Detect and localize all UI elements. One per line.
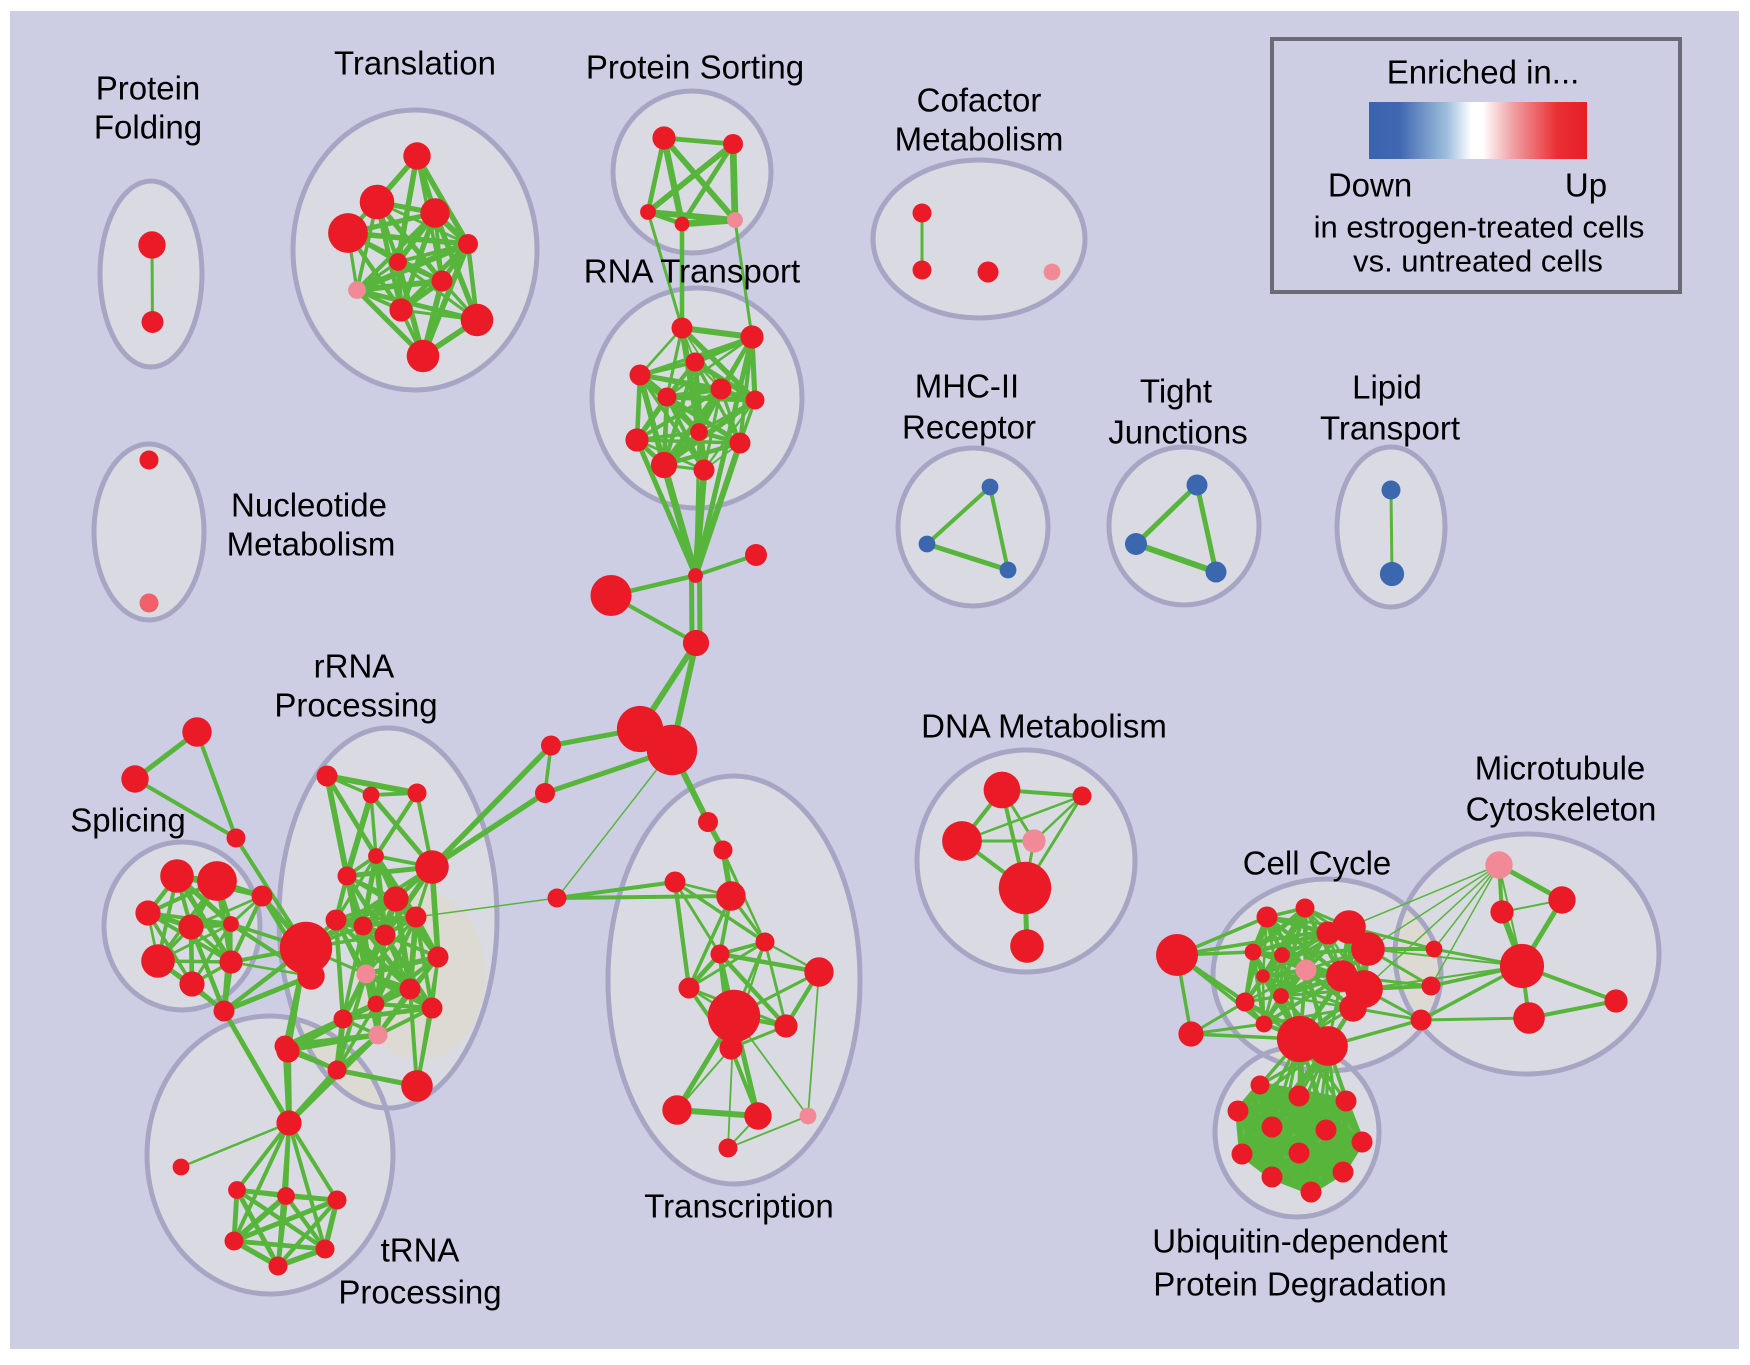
svg-text:Tight: Tight: [1140, 373, 1212, 410]
svg-text:Receptor: Receptor: [902, 409, 1036, 446]
svg-text:Junctions: Junctions: [1108, 414, 1247, 451]
svg-text:Splicing: Splicing: [70, 802, 186, 839]
svg-text:Processing: Processing: [338, 1274, 501, 1311]
svg-text:Processing: Processing: [274, 687, 437, 724]
svg-text:Metabolism: Metabolism: [895, 121, 1064, 158]
svg-text:Metabolism: Metabolism: [227, 526, 396, 563]
svg-text:Translation: Translation: [334, 45, 496, 82]
svg-text:in estrogen-treated cells: in estrogen-treated cells: [1314, 210, 1645, 245]
svg-text:tRNA: tRNA: [381, 1232, 460, 1269]
svg-text:DNA Metabolism: DNA Metabolism: [921, 708, 1167, 745]
svg-text:vs. untreated cells: vs. untreated cells: [1353, 244, 1603, 279]
svg-text:MHC-II: MHC-II: [915, 368, 1019, 405]
svg-text:Cell Cycle: Cell Cycle: [1243, 845, 1392, 882]
svg-text:Cytoskeleton: Cytoskeleton: [1466, 791, 1657, 828]
svg-text:Enriched in...: Enriched in...: [1387, 54, 1580, 91]
svg-text:Down: Down: [1328, 167, 1412, 204]
svg-text:RNA Transport: RNA Transport: [584, 253, 800, 290]
svg-text:Up: Up: [1565, 167, 1607, 204]
svg-text:Ubiquitin-dependent: Ubiquitin-dependent: [1152, 1223, 1447, 1260]
svg-text:Protein: Protein: [96, 70, 201, 107]
svg-text:rRNA: rRNA: [314, 648, 395, 685]
svg-text:Transport: Transport: [1320, 410, 1460, 447]
svg-text:Lipid: Lipid: [1352, 369, 1422, 406]
svg-text:Protein Sorting: Protein Sorting: [586, 49, 804, 86]
svg-text:Folding: Folding: [94, 109, 202, 146]
svg-text:Transcription: Transcription: [644, 1188, 834, 1225]
svg-text:Protein Degradation: Protein Degradation: [1153, 1266, 1447, 1303]
svg-text:Nucleotide: Nucleotide: [231, 487, 387, 524]
svg-text:Cofactor: Cofactor: [917, 82, 1042, 119]
svg-text:Microtubule: Microtubule: [1475, 750, 1646, 787]
